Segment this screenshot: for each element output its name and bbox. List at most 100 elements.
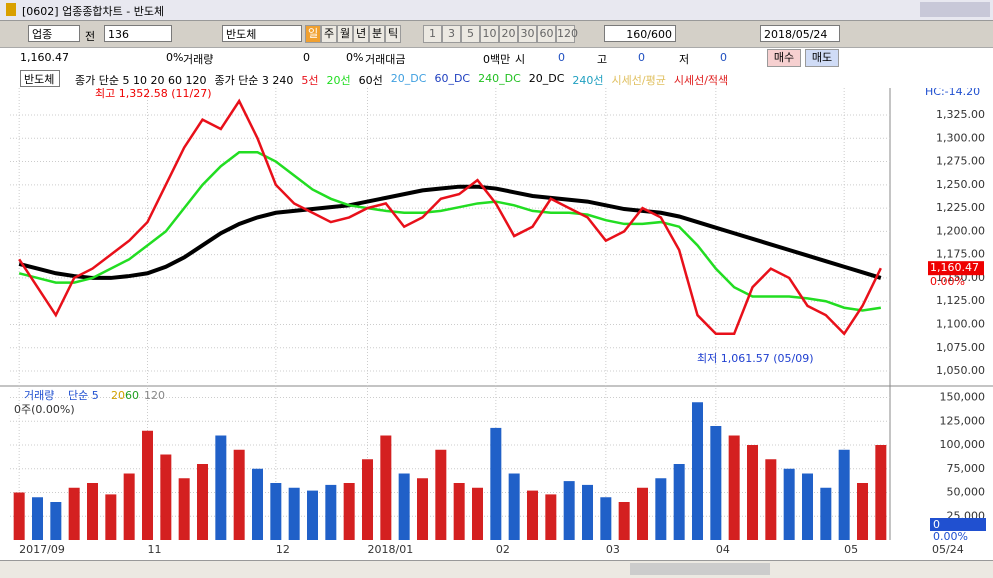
chart: 1,050.001,075.001,100.001,125.001,150.00… [0,88,993,560]
sell-button[interactable]: 매도 [805,49,839,67]
volume: 0 [303,51,310,64]
volume-bar [417,478,428,540]
x-tick-label: 05 [844,543,858,556]
last-pct: 0.00% [930,275,965,288]
volume-bar [472,487,483,540]
number-button[interactable]: 3 [442,25,461,43]
change: 0% [166,51,184,64]
legend-item: 60선 [358,74,383,87]
number-button[interactable]: 30 [518,25,537,43]
volume-bar [545,494,557,540]
low-label: 저 [679,53,690,66]
annotation: 최고 1,352.58 (11/27) [95,88,212,100]
open-label: 시 [515,53,526,66]
last-price-box [928,261,984,276]
x-tick-label: 2018/01 [368,543,414,556]
series-line [18,184,882,280]
volume-bar [398,473,410,540]
volume-bar [105,494,117,540]
volume-bar [692,402,703,540]
date: 2018/05/24 [764,28,828,41]
high-label: 고 [597,53,608,66]
x-tick-label: 03 [606,543,620,556]
number-button[interactable]: 1 [423,25,442,43]
volume-bar [747,445,758,540]
legend-item: 20_DC [390,72,427,85]
scroll-bar[interactable] [0,560,993,578]
volume-bar [68,487,80,540]
vol-pct: 0.00% [933,530,968,543]
volume-bar [802,473,813,540]
volume-bar [563,481,575,540]
number-button[interactable]: 60 [537,25,556,43]
number-button[interactable]: 120 [556,25,578,43]
volume-bar [875,445,887,540]
count-box[interactable]: 160/600 [604,25,676,42]
sell: 매도 [811,51,833,64]
name-box[interactable]: 반도체 [222,25,302,42]
y-tick-label: 75,000 [947,462,986,475]
number-button[interactable]: 10 [480,25,499,43]
volume-legend: 단순 5 [68,389,99,402]
market-combo[interactable]: 업종 [28,25,80,42]
legend-item: 종가 단순 5 10 20 60 120 [75,74,207,87]
amount: 0백만 [483,53,511,66]
date-box[interactable]: 2018/05/24 [760,25,840,42]
volume-label: 거래량 [183,53,214,66]
volume-legend: 60 [125,389,139,402]
window-title: [0602] 업종종합차트 - 반도체 [22,5,165,18]
code-combo[interactable]: 136 [104,25,172,42]
buy-button[interactable]: 매수 [767,49,801,67]
legend-item: 종가 단순 3 240 [214,74,294,87]
volume-bar [343,483,355,540]
period-button[interactable]: 일 [305,25,321,43]
volume-title: 거래량 [24,389,54,402]
last-price: 1,160.47 [930,261,979,274]
volume-bar [453,483,465,540]
nav-buttons[interactable] [630,563,770,575]
high: 0 [638,51,645,64]
window-controls[interactable] [920,2,990,17]
volume-bar [618,502,630,540]
period-button[interactable]: 년 [353,25,369,43]
volume-bar [233,449,245,540]
period-button[interactable]: 주 [321,25,337,43]
number-button[interactable]: 20 [499,25,518,43]
x-tick-label: 2017/09 [19,543,65,556]
volume-bar [527,490,538,540]
vol-last: 0 [933,518,940,531]
annotation: 최저 1,061.57 (05/09) [697,352,814,365]
hc-label: HC:-14.20 [925,88,980,98]
volume-bar [783,468,795,540]
name: 반도체 [226,28,257,41]
y-tick-label: 50,000 [947,486,986,499]
volume-bar [673,464,685,540]
amount-label: 거래대금 [365,53,406,66]
open: 0 [558,51,565,64]
volume-bar [582,484,593,540]
volume-bar [142,430,153,540]
legend-item: 240_DC [478,72,521,85]
count: 160 [626,28,648,41]
y-tick-label: 1,125.00 [936,294,985,307]
period-button[interactable]: 월 [337,25,353,43]
series-line [18,98,882,336]
chart-name-box: 반도체 [20,70,60,87]
all-label: 전 [85,30,96,43]
buy: 매수 [773,51,795,64]
period-button[interactable]: 분 [369,25,385,43]
volume-subtitle: 0주(0.00%) [14,403,75,416]
y-tick-label: 125,000 [940,414,986,427]
volume-bar [710,426,722,540]
volume-bar [87,483,98,540]
volume-bar [178,478,190,540]
volume-bar [123,473,135,540]
legend-item: 60_DC [434,72,471,85]
volume-bar [252,468,263,540]
app-icon [6,3,16,16]
volume-bar [728,435,740,540]
number-button[interactable]: 5 [461,25,480,43]
period-button[interactable]: 틱 [385,25,401,43]
y-tick-label: 1,050.00 [936,364,985,377]
